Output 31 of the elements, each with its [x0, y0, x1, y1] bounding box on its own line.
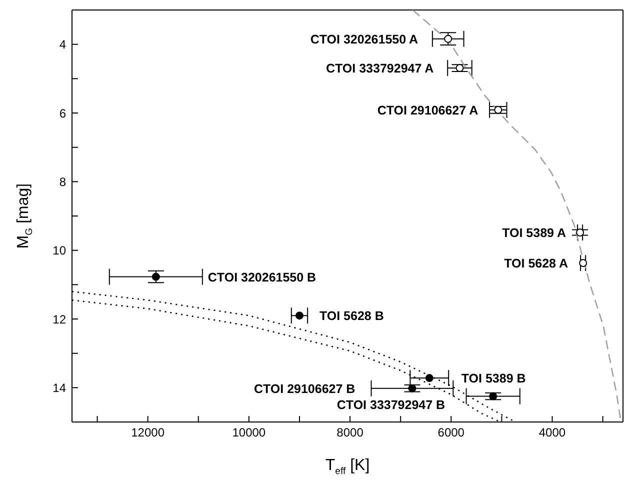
x-axis-title: T$_{eff}$ [K] [325, 457, 370, 476]
annotation: CTOI 320261550 A [310, 32, 418, 46]
annotation: CTOI 320261550 B [208, 270, 316, 284]
point [494, 106, 502, 114]
x-tick-label: 8000 [336, 426, 364, 440]
point [408, 384, 416, 392]
annotation: CTOI 333792947 A [326, 62, 434, 76]
y-tick-label: 6 [59, 106, 66, 120]
x-tick-label: 12000 [131, 426, 165, 440]
annotation: TOI 5389 A [502, 226, 566, 240]
x-tick-label: 6000 [438, 426, 465, 440]
annotation: CTOI 333792947 B [336, 398, 446, 412]
annotation: TOI 5389 B [461, 372, 526, 386]
x-tick-label: 10000 [232, 426, 266, 440]
point [295, 312, 304, 320]
point [576, 228, 584, 236]
y-tick-label: 4 [59, 38, 66, 52]
point [579, 259, 588, 268]
point [489, 392, 498, 400]
annotation: CTOI 29106627 A [377, 103, 478, 118]
y-tick-label: 10 [52, 244, 66, 258]
y-tick-label: 12 [52, 312, 66, 326]
y-tick-label: 14 [52, 380, 66, 395]
annotation: TOI 5628 B [319, 309, 384, 324]
point [444, 34, 452, 43]
y-tick-label: 8 [59, 174, 66, 189]
annotation: TOI 5628 A [504, 256, 568, 271]
point [425, 374, 434, 382]
annotation: CTOI 29106627 B [254, 382, 356, 396]
x-tick-label: 4000 [538, 426, 566, 440]
point [152, 272, 160, 281]
